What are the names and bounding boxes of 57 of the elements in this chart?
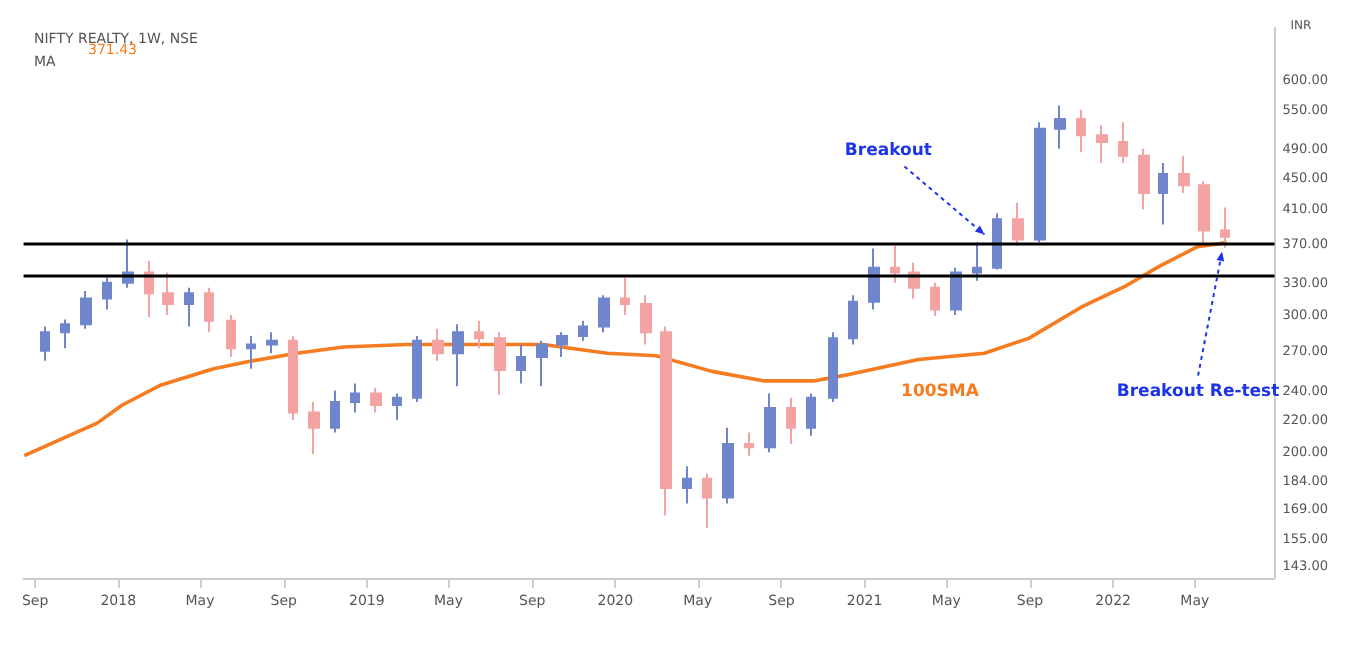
candlestick bbox=[60, 318, 70, 350]
candlestick bbox=[1220, 206, 1230, 249]
annotation: 100SMA bbox=[901, 382, 980, 402]
candlestick bbox=[266, 331, 278, 355]
candlestick bbox=[786, 396, 796, 445]
candlestick bbox=[204, 286, 214, 334]
candlestick bbox=[620, 276, 630, 316]
candlestick bbox=[474, 319, 484, 350]
candlestick bbox=[1118, 121, 1128, 164]
candlestick bbox=[556, 331, 568, 358]
candlestick bbox=[308, 401, 320, 456]
candlestick bbox=[1178, 154, 1190, 195]
candlestick bbox=[702, 472, 712, 529]
candlestick bbox=[246, 334, 256, 370]
candlestick bbox=[1054, 104, 1066, 150]
candlestick bbox=[1096, 124, 1108, 164]
candlestick bbox=[1034, 121, 1046, 244]
candlestick bbox=[848, 294, 858, 346]
candlestick bbox=[930, 281, 940, 318]
candlestick bbox=[80, 290, 92, 330]
candlestick bbox=[162, 271, 174, 316]
candlestick bbox=[412, 334, 422, 404]
candlestick bbox=[288, 334, 298, 422]
candlestick bbox=[640, 294, 652, 346]
candlestick bbox=[764, 392, 776, 454]
candlestick bbox=[226, 313, 236, 358]
candlestick bbox=[350, 382, 360, 414]
candlestick bbox=[1012, 201, 1024, 247]
candlestick bbox=[494, 331, 506, 396]
candlestick bbox=[184, 286, 194, 328]
candlestick bbox=[1198, 180, 1210, 245]
annotation: Breakout Re-test bbox=[1116, 381, 1280, 402]
candlestick bbox=[1158, 161, 1168, 226]
annotation: Breakout bbox=[844, 140, 932, 161]
candlestick bbox=[40, 325, 50, 362]
candlestick bbox=[598, 294, 610, 334]
candlestick bbox=[682, 465, 692, 505]
candlestick bbox=[452, 323, 464, 388]
candlestick bbox=[1138, 147, 1150, 211]
candlestick bbox=[806, 392, 816, 437]
candlestick bbox=[890, 244, 900, 284]
candlestick bbox=[828, 331, 838, 404]
candlestick bbox=[744, 431, 754, 457]
candlestick bbox=[370, 386, 382, 414]
candlestick bbox=[868, 247, 880, 311]
candlestick bbox=[578, 319, 588, 342]
candlestick bbox=[1076, 108, 1086, 154]
candlestick bbox=[992, 212, 1002, 271]
candlestick bbox=[516, 343, 526, 385]
candlestick bbox=[660, 325, 672, 517]
candlestick bbox=[432, 327, 444, 362]
candlestick bbox=[392, 392, 402, 422]
candlestick bbox=[102, 276, 112, 311]
candlestick bbox=[330, 389, 340, 434]
candlestick bbox=[722, 426, 734, 505]
candlestick bbox=[536, 339, 548, 388]
candlestick bbox=[972, 241, 982, 282]
